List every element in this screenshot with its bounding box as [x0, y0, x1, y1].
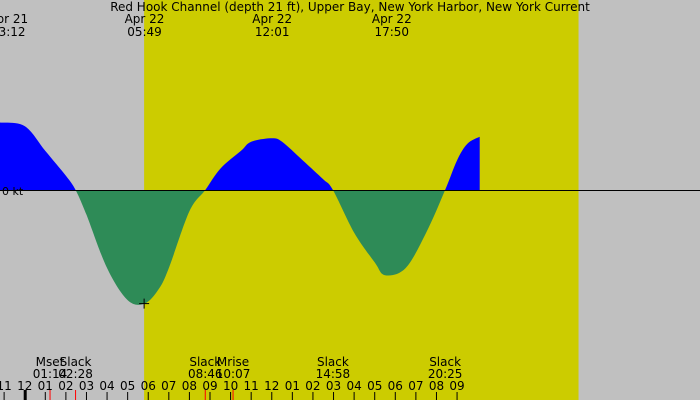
hour-tick-label-18: 05: [367, 379, 382, 393]
hour-tick-label-16: 03: [326, 379, 341, 393]
event-labels: Mset01:14Slack02:28Slack08:46Mrise10:07S…: [33, 355, 463, 381]
event-time-1: 02:28: [58, 367, 93, 381]
ebb-current-area: [0, 190, 480, 305]
hour-tick-label-9: 08: [182, 379, 197, 393]
hour-tick-label-7: 06: [141, 379, 156, 393]
event-name-2: Slack: [189, 355, 221, 369]
event-name-0: Mset: [36, 355, 65, 369]
top-date-label-1: Apr 22: [125, 12, 165, 26]
hour-tick-label-21: 08: [429, 379, 444, 393]
flood-current-area: [0, 122, 480, 190]
top-date-label-0: Apr 21: [0, 12, 28, 26]
event-time-4: 14:58: [316, 367, 351, 381]
hour-tick-label-4: 03: [79, 379, 94, 393]
top-date-label-2: Apr 22: [252, 12, 292, 26]
hour-tick-label-17: 04: [346, 379, 361, 393]
hour-tick-label-22: 09: [449, 379, 464, 393]
hour-tick-label-6: 05: [120, 379, 135, 393]
top-time-label-0: 23:12: [0, 25, 26, 39]
event-time-0: 01:14: [33, 367, 68, 381]
event-time-2: 08:46: [188, 367, 223, 381]
event-name-4: Slack: [317, 355, 349, 369]
event-name-3: Mrise: [217, 355, 249, 369]
event-time-3: 10:07: [216, 367, 251, 381]
hour-tick-label-12: 11: [244, 379, 259, 393]
top-date-label-3: Apr 22: [372, 12, 412, 26]
hour-tick-label-11: 10: [223, 379, 238, 393]
hour-tick-label-13: 12: [264, 379, 279, 393]
hour-tick-label-0: 11: [0, 379, 12, 393]
top-time-label-1: 05:49: [127, 25, 162, 39]
hour-tick-label-19: 06: [388, 379, 403, 393]
minimum-current-marker: [139, 298, 150, 309]
chart-title: Red Hook Channel (depth 21 ft), Upper Ba…: [110, 0, 590, 14]
event-name-5: Slack: [429, 355, 461, 369]
zero-kt-label: 0 kt: [2, 185, 24, 198]
midnight-marker-0: [23, 390, 27, 400]
hour-tick-label-3: 02: [58, 379, 73, 393]
hour-tick-label-20: 07: [408, 379, 423, 393]
hour-tick-label-1: 12: [17, 379, 32, 393]
event-time-5: 20:25: [428, 367, 463, 381]
event-name-1: Slack: [60, 355, 92, 369]
hour-tick-label-15: 02: [305, 379, 320, 393]
hour-tick-label-8: 07: [161, 379, 176, 393]
top-time-label-2: 12:01: [255, 25, 290, 39]
hour-tick-label-2: 01: [38, 379, 53, 393]
hour-tick-label-10: 09: [202, 379, 217, 393]
hour-tick-label-14: 01: [285, 379, 300, 393]
top-time-label-3: 17:50: [374, 25, 409, 39]
hour-axis: 11 12 01 02 03 04 05 06 07 08 09 10 11 12 01 02 03 04 05 06…: [0, 379, 465, 400]
hour-tick-label-5: 04: [99, 379, 114, 393]
